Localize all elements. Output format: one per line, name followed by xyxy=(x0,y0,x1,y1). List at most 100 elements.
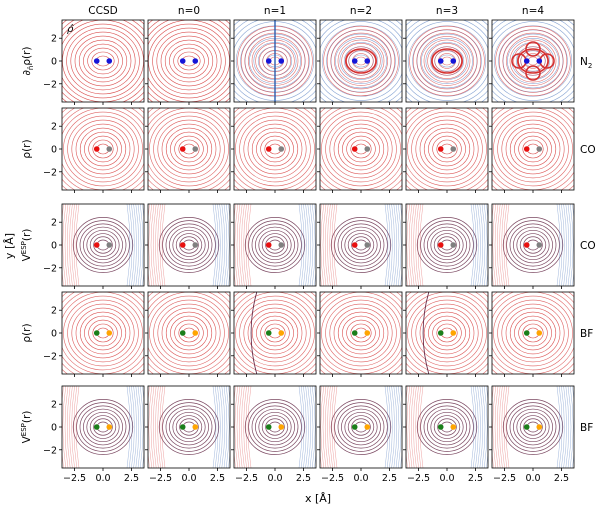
atom-marker xyxy=(523,146,530,152)
y-tick-label: 0 xyxy=(51,57,57,68)
atom-marker xyxy=(179,242,186,248)
x-tick-label: 2.5 xyxy=(382,473,397,484)
panel-frame xyxy=(405,203,489,287)
y-tick-label: 2 xyxy=(51,400,57,411)
atom-marker xyxy=(536,242,543,248)
column-titles: CCSD n=0 n=1 n=2 n=3 n=4 xyxy=(88,5,544,17)
atom-marker xyxy=(523,424,530,430)
atom-marker xyxy=(93,242,100,248)
x-tick-label: −2.5 xyxy=(493,473,516,484)
y-tick-label: −2 xyxy=(43,167,57,178)
panel xyxy=(145,19,231,105)
y-tick-label: 0 xyxy=(51,145,57,156)
panel xyxy=(317,291,403,377)
row-label: ρ(r) xyxy=(21,139,33,158)
column-title: n=3 xyxy=(436,5,458,17)
column-title: n=4 xyxy=(522,5,544,17)
row-label: VESP(r) xyxy=(20,411,33,444)
atom-marker xyxy=(536,146,543,152)
y-tick-label: 0 xyxy=(51,423,57,434)
atom-marker xyxy=(265,330,272,336)
panel-frame xyxy=(233,203,317,287)
contours xyxy=(62,386,144,468)
y-tick-label: −2 xyxy=(43,445,57,456)
panel-frame xyxy=(319,203,403,287)
panel-frame xyxy=(491,203,575,287)
atom-marker xyxy=(437,424,444,430)
panel-annotation: ρ̂ xyxy=(67,23,74,35)
row-label: VESP(r) xyxy=(20,229,33,262)
atom-marker xyxy=(179,330,186,336)
atom-marker xyxy=(179,424,186,430)
panel-frame xyxy=(233,385,317,469)
atom-marker xyxy=(450,424,457,430)
y-tick-label: −2 xyxy=(43,351,57,362)
atom-marker xyxy=(450,58,457,64)
panel xyxy=(231,203,317,289)
atom-marker xyxy=(278,330,285,336)
panel: −2.5 0.0 2.5 xyxy=(145,385,231,484)
contours xyxy=(406,20,488,102)
panel: −2.5 0.0 2.5 xyxy=(231,385,317,484)
contours xyxy=(492,20,574,102)
panel xyxy=(489,291,575,377)
panel xyxy=(317,19,403,105)
x-tick-label: −2.5 xyxy=(149,473,172,484)
atom-marker xyxy=(278,424,285,430)
x-tick-label: 0.0 xyxy=(439,473,454,484)
panels: 20−2ρ̂20−220−220−220−2−2.5 0.0 2.5 −2.5 0.0 2… xyxy=(43,19,575,484)
atom-marker xyxy=(106,242,113,248)
atom-marker xyxy=(106,424,113,430)
panel xyxy=(145,291,231,377)
x-tick-label: 0.0 xyxy=(525,473,540,484)
panel: 2 0 −2 xyxy=(43,107,145,193)
contours xyxy=(234,204,316,286)
contours xyxy=(406,204,488,286)
panel xyxy=(489,107,575,193)
panel: 2 0 −2 xyxy=(43,291,145,377)
x-tick-label: 0.0 xyxy=(353,473,368,484)
x-tick-label: 2.5 xyxy=(554,473,569,484)
x-tick-label: 2.5 xyxy=(210,473,225,484)
panel xyxy=(145,107,231,193)
x-tick-label: 2.5 xyxy=(124,473,139,484)
y-tick-label: 2 xyxy=(51,306,57,317)
atom-marker xyxy=(93,424,100,430)
contours xyxy=(148,386,230,468)
y-axis-label: y [Å] xyxy=(3,233,16,259)
atom-marker xyxy=(265,146,272,152)
row-label: ∂n̂ρ(r) xyxy=(21,46,35,75)
panel-frame xyxy=(319,385,403,469)
x-tick-label: 0.0 xyxy=(267,473,282,484)
atom-marker xyxy=(106,146,113,152)
x-tick-label: −2.5 xyxy=(321,473,344,484)
panel-frame xyxy=(405,19,489,103)
panel-frame xyxy=(61,385,145,469)
column-title: n=1 xyxy=(264,5,286,17)
molecule-labels: N2 CO CO BF BF xyxy=(580,56,596,434)
contours xyxy=(492,204,574,286)
atom-marker xyxy=(106,58,113,64)
panel: −2.5 0.0 2.5 xyxy=(317,385,403,484)
y-tick-label: −2 xyxy=(43,79,57,90)
panel xyxy=(231,19,317,105)
atom-marker xyxy=(536,330,543,336)
molecule-label: BF xyxy=(580,328,593,340)
contours xyxy=(406,386,488,468)
row-label: ρ(r) xyxy=(21,323,33,342)
panel xyxy=(231,291,317,377)
atom-marker xyxy=(450,146,457,152)
atom-marker xyxy=(437,242,444,248)
contours xyxy=(234,20,316,102)
y-tick-label: 2 xyxy=(51,122,57,133)
atom-marker xyxy=(106,330,113,336)
panel xyxy=(145,203,231,289)
x-tick-label: 2.5 xyxy=(296,473,311,484)
x-tick-label: 0.0 xyxy=(95,473,110,484)
panel xyxy=(403,19,489,105)
panel xyxy=(403,203,489,289)
atom-marker xyxy=(351,58,358,64)
x-axis-label: x [Å] xyxy=(305,492,331,505)
contours xyxy=(148,20,230,102)
